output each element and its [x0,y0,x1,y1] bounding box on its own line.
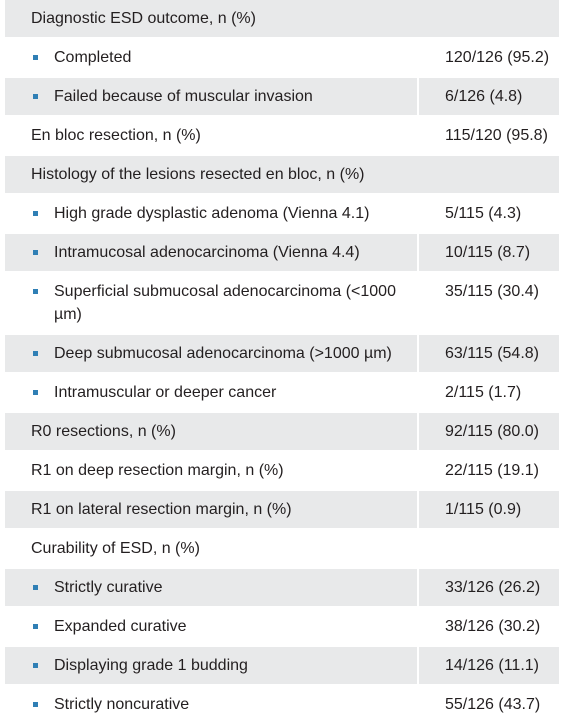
row-label-item: Displaying grade 1 budding [5,647,417,684]
table-row: Displaying grade 1 budding 14/126 (11.1) [5,647,559,686]
table-row: R1 on deep resection margin, n (%) 22/115… [5,452,559,491]
table-row: Histology of the lesions resected en blo… [5,156,559,195]
row-label-text: Expanded curative [54,618,187,635]
row-label-item: Strictly noncurative [5,686,417,723]
table-row: Strictly noncurative 55/126 (43.7) [5,686,559,725]
row-value: 92/115 (80.0) [417,413,559,450]
table-row: Deep submucosal adenocarcinoma (>1000 µm… [5,335,559,374]
row-label-text: Completed [54,49,132,66]
row-label-heading: Curability of ESD, n (%) [5,530,559,567]
row-value: 35/115 (30.4) [417,273,559,333]
table-row: Strictly curative 33/126 (26.2) [5,569,559,608]
row-value: 55/126 (43.7) [417,686,559,723]
table-row: En bloc resection, n (%) 115/120 (95.8) [5,117,559,156]
row-label-heading: En bloc resection, n (%) [5,117,417,154]
row-label-text: Deep submucosal adenocarcinoma (>1000 µm… [54,345,392,362]
row-label-item: Completed [5,39,417,76]
row-value: 1/115 (0.9) [417,491,559,528]
table-row: R1 on lateral resection margin, n (%) 1/1… [5,491,559,530]
table-row: Superficial submucosal adenocarcinoma (<… [5,273,559,335]
square-bullet-icon [33,663,38,668]
row-label-text: Intramuscular or deeper cancer [54,384,277,401]
row-label-text: Strictly curative [54,579,163,596]
row-value: 14/126 (11.1) [417,647,559,684]
table-row: Expanded curative 38/126 (30.2) [5,608,559,647]
row-label-heading: Histology of the lesions resected en blo… [5,156,559,193]
square-bullet-icon [33,94,38,99]
square-bullet-icon [33,585,38,590]
square-bullet-icon [33,289,38,294]
table-row: Completed 120/126 (95.2) [5,39,559,78]
row-label-heading: R1 on lateral resection margin, n (%) [5,491,417,528]
row-label-item: Deep submucosal adenocarcinoma (>1000 µm… [5,335,417,372]
row-label-text: High grade dysplastic adenoma (Vienna 4.… [54,205,370,222]
row-label-item: Intramucosal adenocarcinoma (Vienna 4.4) [5,234,417,271]
row-value: 120/126 (95.2) [417,39,559,76]
square-bullet-icon [33,624,38,629]
row-label-item: High grade dysplastic adenoma (Vienna 4.… [5,195,417,232]
square-bullet-icon [33,55,38,60]
row-value: 5/115 (4.3) [417,195,559,232]
table-row: Failed because of muscular invasion 6/126… [5,78,559,117]
row-label-heading: R1 on deep resection margin, n (%) [5,452,417,489]
table-row: High grade dysplastic adenoma (Vienna 4.… [5,195,559,234]
row-label-text: Superficial submucosal adenocarcinoma (<… [54,283,396,323]
row-label-heading: R0 resections, n (%) [5,413,417,450]
row-value: 115/120 (95.8) [417,117,559,154]
row-label-text: En bloc resection, n (%) [31,127,201,144]
square-bullet-icon [33,250,38,255]
row-label-item: Expanded curative [5,608,417,645]
row-value: 63/115 (54.8) [417,335,559,372]
row-label-text: R0 resections, n (%) [31,423,176,440]
row-label-text: Diagnostic ESD outcome, n (%) [31,10,256,27]
row-value: 2/115 (1.7) [417,374,559,411]
row-value: 38/126 (30.2) [417,608,559,645]
row-label-item: Intramuscular or deeper cancer [5,374,417,411]
table-row: Diagnostic ESD outcome, n (%) [5,0,559,39]
square-bullet-icon [33,702,38,707]
row-value: 10/115 (8.7) [417,234,559,271]
row-label-text: Intramucosal adenocarcinoma (Vienna 4.4) [54,244,360,261]
row-label-item: Failed because of muscular invasion [5,78,417,115]
square-bullet-icon [33,390,38,395]
row-label-text: Curability of ESD, n (%) [31,540,200,557]
row-label-text: Strictly noncurative [54,696,190,713]
table-row: Intramucosal adenocarcinoma (Vienna 4.4)… [5,234,559,273]
row-label-text: R1 on deep resection margin, n (%) [31,462,284,479]
row-label-text: R1 on lateral resection margin, n (%) [31,501,292,518]
row-label-text: Displaying grade 1 budding [54,657,248,674]
table-row: Intramuscular or deeper cancer 2/115 (1.7… [5,374,559,413]
row-label-text: Histology of the lesions resected en blo… [31,166,365,183]
row-value: 6/126 (4.8) [417,78,559,115]
table-row: Curability of ESD, n (%) [5,530,559,569]
row-value: 33/126 (26.2) [417,569,559,606]
row-label-heading: Diagnostic ESD outcome, n (%) [5,0,559,37]
row-label-item: Superficial submucosal adenocarcinoma (<… [5,273,417,333]
row-label-text: Failed because of muscular invasion [54,88,313,105]
table-row: R0 resections, n (%) 92/115 (80.0) [5,413,559,452]
square-bullet-icon [33,351,38,356]
row-value: 22/115 (19.1) [417,452,559,489]
row-label-item: Strictly curative [5,569,417,606]
outcomes-table: Diagnostic ESD outcome, n (%) Completed 12… [5,0,559,725]
square-bullet-icon [33,211,38,216]
